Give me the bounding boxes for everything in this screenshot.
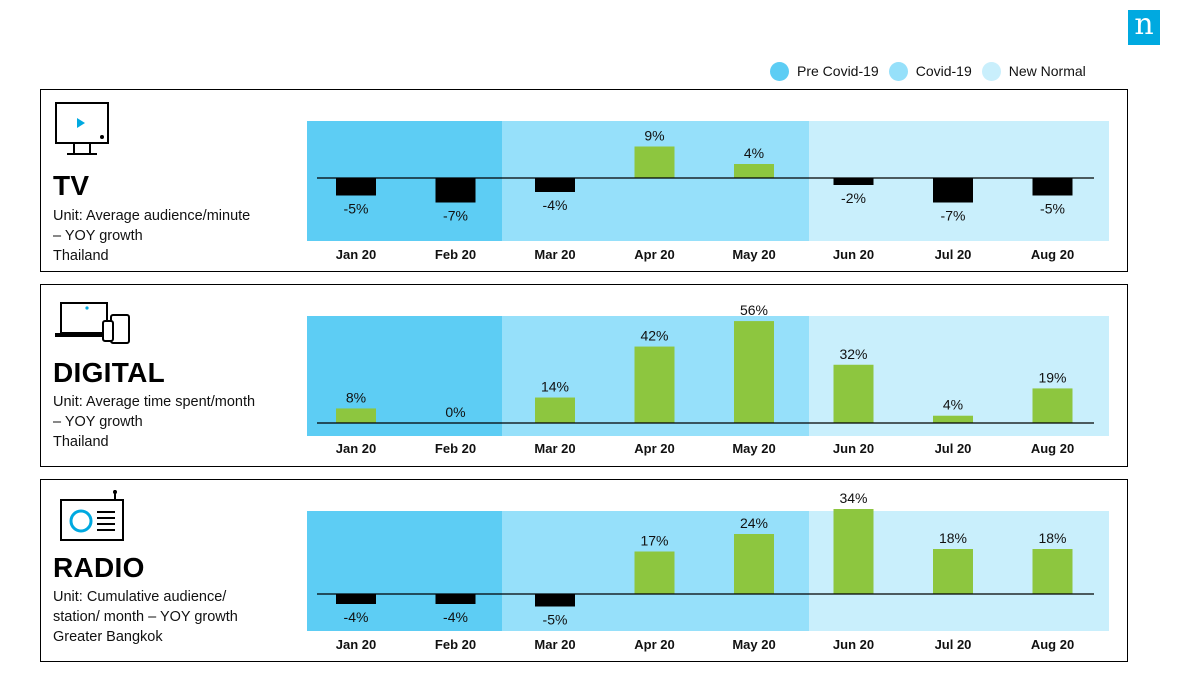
tv-data-label-1: -5% [344, 201, 369, 217]
radio-category-label-5: May 20 [732, 637, 775, 652]
legend-item-covid: Covid-19 [888, 61, 972, 81]
tv-bar-6 [833, 178, 874, 185]
tv-category-label-2: Feb 20 [435, 247, 476, 262]
digital-category-label-6: Jun 20 [833, 441, 874, 456]
legend-swatch-pre-covid [770, 61, 789, 81]
tv-category-label-5: May 20 [732, 247, 775, 262]
radio-period-band-1 [307, 511, 502, 631]
radio-data-label-1: -4% [344, 609, 369, 625]
legend: Pre Covid-19 Covid-19 New Normal [770, 61, 1096, 81]
radio-data-label-5: 24% [740, 515, 768, 531]
radio-category-label-7: Jul 20 [935, 637, 972, 652]
digital-data-label-6: 32% [839, 346, 867, 362]
radio-data-label-3: -5% [543, 612, 568, 628]
digital-category-label-7: Jul 20 [935, 441, 972, 456]
radio-bar-7 [933, 549, 973, 594]
digital-data-label-1: 8% [346, 389, 366, 405]
tv-category-label-6: Jun 20 [833, 247, 874, 262]
radio-data-label-6: 34% [839, 490, 867, 506]
legend-swatch-new-normal [981, 61, 1001, 81]
tv-panel: TV Unit: Average audience/minute – YOY g… [40, 89, 1128, 272]
radio-category-label-8: Aug 20 [1031, 637, 1074, 652]
tv-bar-4 [634, 146, 675, 178]
radio-icon [53, 488, 133, 549]
tv-data-label-2: -7% [443, 208, 468, 224]
digital-bar-3 [535, 397, 575, 423]
tv-category-label-1: Jan 20 [336, 247, 376, 262]
tv-bar-8 [1032, 178, 1073, 196]
digital-bar-8 [1032, 388, 1073, 423]
tv-icon [53, 100, 113, 165]
digital-data-label-2: 0% [445, 404, 465, 420]
radio-title: RADIO [53, 552, 145, 583]
tv-data-label-4: 9% [644, 128, 664, 144]
tv-bar-3 [535, 178, 575, 192]
legend-item-new-normal: New Normal [981, 61, 1086, 81]
radio-bar-5 [734, 534, 774, 594]
digital-category-label-2: Feb 20 [435, 441, 476, 456]
tv-bar-1 [336, 178, 376, 196]
tv-category-label-8: Aug 20 [1031, 247, 1074, 262]
tv-title: TV [53, 170, 90, 201]
radio-bar-1 [336, 594, 376, 604]
digital-panel: DIGITAL Unit: Average time spent/month –… [40, 284, 1128, 467]
digital-category-label-5: May 20 [732, 441, 775, 456]
digital-data-label-8: 19% [1038, 369, 1066, 385]
tv-data-label-7: -7% [941, 208, 966, 224]
digital-category-label-1: Jan 20 [336, 441, 376, 456]
radio-unit: Unit: Cumulative audience/ station/ mont… [53, 589, 238, 645]
radio-bar-6 [833, 509, 874, 594]
tv-data-label-5: 4% [744, 145, 764, 161]
digital-bar-7 [933, 415, 973, 423]
digital-data-label-4: 42% [640, 328, 668, 344]
radio-category-label-2: Feb 20 [435, 637, 476, 652]
digital-bar-5 [734, 321, 774, 423]
tv-bar-7 [933, 178, 973, 203]
tv-unit: Unit: Average audience/minute – YOY grow… [53, 208, 251, 264]
radio-category-label-3: Mar 20 [534, 637, 575, 652]
radio-bar-2 [435, 594, 476, 604]
legend-item-pre-covid: Pre Covid-19 [770, 61, 879, 81]
digital-category-label-4: Apr 20 [634, 441, 674, 456]
radio-bar-8 [1032, 549, 1073, 594]
radio-bar-3 [535, 594, 575, 607]
legend-swatch-covid [888, 61, 908, 81]
tv-category-label-3: Mar 20 [534, 247, 575, 262]
tv-chart: -5% Jan 20 -7% Feb 20 -4% Mar 20 9% Apr 20 4% May… [307, 121, 1109, 262]
radio-category-label-6: Jun 20 [833, 637, 874, 652]
digital-data-label-7: 4% [943, 397, 963, 413]
radio-bar-4 [634, 551, 675, 594]
nielsen-logo: n [1128, 10, 1160, 45]
digital-data-label-5: 56% [740, 302, 768, 318]
digital-chart: 8% Jan 20 0% Feb 20 14% Mar 20 42% Apr 20 56% May… [307, 302, 1109, 456]
tv-data-label-6: -2% [841, 190, 866, 206]
digital-bar-1 [336, 408, 376, 423]
digital-category-label-3: Mar 20 [534, 441, 575, 456]
digital-bar-6 [833, 364, 874, 423]
tv-data-label-8: -5% [1040, 201, 1065, 217]
radio-chart: -4% Jan 20 -4% Feb 20 -5% Mar 20 17% Apr 20 24% M… [307, 490, 1109, 652]
devices-icon [53, 299, 133, 354]
radio-category-label-1: Jan 20 [336, 637, 376, 652]
legend-label-new-normal: New Normal [1008, 63, 1086, 79]
radio-data-label-4: 17% [640, 533, 668, 549]
radio-panel: RADIO Unit: Cumulative audience/ station… [40, 479, 1128, 662]
digital-title: DIGITAL [53, 357, 166, 388]
tv-bar-5 [734, 164, 774, 178]
radio-data-label-8: 18% [1038, 530, 1066, 546]
radio-data-label-2: -4% [443, 609, 468, 625]
legend-label-pre-covid: Pre Covid-19 [797, 63, 879, 79]
digital-data-label-3: 14% [541, 379, 569, 395]
tv-category-label-4: Apr 20 [634, 247, 674, 262]
legend-label-covid: Covid-19 [915, 63, 972, 79]
radio-data-label-7: 18% [939, 530, 967, 546]
tv-category-label-7: Jul 20 [935, 247, 972, 262]
tv-bar-2 [435, 178, 476, 203]
digital-unit: Unit: Average time spent/month – YOY gro… [53, 394, 256, 450]
digital-bar-4 [634, 346, 675, 423]
radio-category-label-4: Apr 20 [634, 637, 674, 652]
tv-data-label-3: -4% [543, 197, 568, 213]
digital-category-label-8: Aug 20 [1031, 441, 1074, 456]
